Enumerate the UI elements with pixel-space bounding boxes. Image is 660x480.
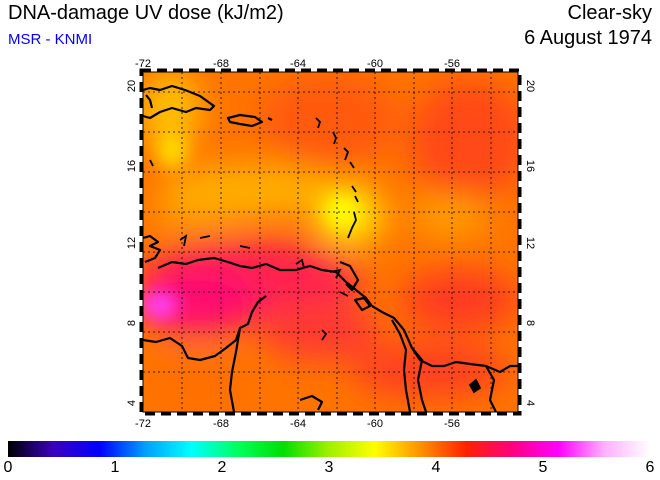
colorbar-label-2: 2: [217, 459, 227, 476]
lat-tick-right-1: 16: [524, 160, 536, 172]
colorbar-label-1: 1: [110, 459, 120, 476]
lon-tick-top-3: -60: [367, 58, 383, 70]
colorbar-label-3: 3: [324, 459, 334, 476]
uv-field: [143, 72, 518, 412]
lat-tick-left-2: 12: [126, 237, 138, 249]
map-frame: [139, 68, 522, 416]
colorbar-label-5: 5: [538, 459, 548, 476]
lat-tick-right-3: 8: [524, 320, 536, 326]
lon-tick-bottom-4: -56: [444, 418, 460, 430]
lon-tick-top-4: -56: [444, 58, 460, 70]
sky-condition-label: Clear-sky: [567, 2, 652, 24]
map-title: DNA-damage UV dose (kJ/m2): [8, 2, 284, 24]
colorbar-label-4: 4: [431, 459, 441, 476]
date-label: 6 August 1974: [524, 27, 652, 49]
lat-tick-left-1: 16: [126, 160, 138, 172]
lon-tick-bottom-3: -60: [367, 418, 383, 430]
colorbar: [8, 441, 650, 457]
lat-tick-right-0: 20: [524, 80, 536, 92]
lat-tick-left-4: 4: [126, 400, 138, 406]
lon-tick-bottom-2: -64: [290, 418, 306, 430]
lat-tick-left-3: 8: [126, 320, 138, 326]
lat-tick-left-0: 20: [126, 80, 138, 92]
uv-dose-map: -72 -68 -64 -60 -56 -72 -68 -64 -60 -56 …: [126, 58, 536, 430]
graticule: [143, 72, 518, 412]
colorbar-label-6: 6: [645, 459, 655, 476]
lon-tick-top-1: -68: [213, 58, 229, 70]
lat-tick-right-4: 4: [524, 400, 536, 406]
lon-tick-bottom-1: -68: [213, 418, 229, 430]
source-label: MSR - KNMI: [8, 31, 93, 48]
lat-tick-right-2: 12: [524, 237, 536, 249]
lon-tick-top-0: -72: [135, 58, 151, 70]
islands: [149, 117, 482, 394]
coastlines: [143, 84, 518, 412]
axis-labels: -72 -68 -64 -60 -56 -72 -68 -64 -60 -56 …: [126, 58, 536, 430]
lon-tick-bottom-0: -72: [135, 418, 151, 430]
colorbar-label-0: 0: [3, 459, 13, 476]
lon-tick-top-2: -64: [290, 58, 306, 70]
